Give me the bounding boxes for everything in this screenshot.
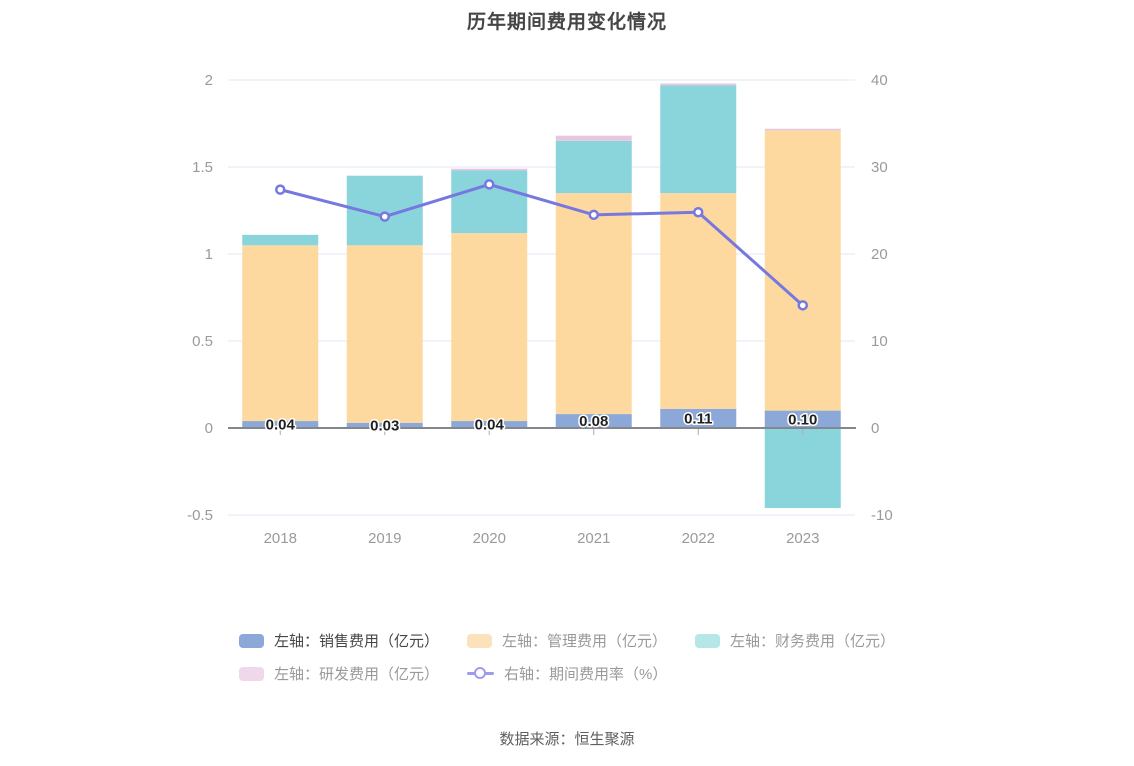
bar-segment <box>451 421 528 428</box>
sales-expense-swatch-icon <box>238 633 264 648</box>
bar-segment <box>555 135 632 141</box>
legend-inner: 左轴：销售费用（亿元） 左轴：管理费用（亿元） 左轴：财务费用（亿元） 左轴：研… <box>238 630 895 684</box>
bar-segment <box>242 421 319 428</box>
legend: 左轴：销售费用（亿元） 左轴：管理费用（亿元） 左轴：财务费用（亿元） 左轴：研… <box>0 630 1134 684</box>
legend-item-admin-expense[interactable]: 左轴：管理费用（亿元） <box>466 630 667 651</box>
page-title: 历年期间费用变化情况 <box>466 12 667 33</box>
x-axis-label: 2021 <box>577 530 610 547</box>
bar-value-label: 0.10 <box>788 411 817 428</box>
bar-segment <box>451 233 528 422</box>
bar-segment <box>346 245 423 423</box>
expense-ratio-line-icon <box>466 667 494 681</box>
left-axis-tick-label: 1 <box>205 246 213 263</box>
bar-segment <box>764 128 841 131</box>
finance-expense-swatch-icon <box>695 633 720 648</box>
legend-item-label: 右轴：期间费用率（%） <box>503 666 668 683</box>
admin-expense-swatch-icon <box>466 633 492 648</box>
right-axis-tick-label: 30 <box>871 159 888 176</box>
right-axis-tick-label: -10 <box>871 507 893 524</box>
left-axis-tick-label: 1.5 <box>192 159 213 176</box>
bar-value-label: 0.04 <box>475 417 505 434</box>
x-axis-label: 2022 <box>682 530 715 547</box>
right-axis-tick-label: 0 <box>871 420 879 437</box>
right-axis-tick-label: 20 <box>871 246 888 263</box>
line-point <box>275 184 286 195</box>
line-point <box>588 209 599 221</box>
line-point <box>379 211 390 222</box>
left-axis-tick-label: 0.5 <box>192 333 213 350</box>
line-point <box>797 300 808 311</box>
bar-segment <box>451 168 528 171</box>
x-axis-label: 2023 <box>786 530 819 547</box>
x-axis-label: 2019 <box>368 530 401 547</box>
line-point <box>693 206 704 218</box>
legend-item-label: 左轴：研发费用（亿元） <box>273 666 439 683</box>
left-axis-tick-label: 2 <box>205 72 213 89</box>
bar-segment <box>555 414 632 428</box>
bar-segment <box>764 428 841 509</box>
x-axis-label: 2018 <box>264 530 297 547</box>
legend-item-rd-expense[interactable]: 左轴：研发费用（亿元） <box>238 663 439 684</box>
rd-expense-swatch-icon <box>238 666 264 681</box>
line-point <box>484 179 495 190</box>
bar-segment <box>660 85 737 194</box>
bar-segment <box>242 245 319 422</box>
bar-segment <box>555 140 632 194</box>
bar-segment <box>242 234 319 246</box>
legend-item-label: 左轴：财务费用（亿元） <box>730 633 896 650</box>
bar-segment <box>660 83 737 86</box>
legend-item-label: 左轴：销售费用（亿元） <box>273 633 439 650</box>
data-source-note: 数据来源：恒生聚源 <box>499 731 635 748</box>
bar-segment <box>555 193 632 415</box>
bar-segment <box>660 193 737 409</box>
bar-value-label: 0.04 <box>266 417 296 434</box>
left-axis-tick-label: 0 <box>205 420 213 437</box>
legend-row-1: 左轴：销售费用（亿元） 左轴：管理费用（亿元） 左轴：财务费用（亿元） <box>238 630 895 651</box>
legend-item-expense-ratio[interactable]: 右轴：期间费用率（%） <box>466 663 668 684</box>
left-axis-tick-label: -0.5 <box>187 507 213 524</box>
expense-ratio-line <box>278 182 805 307</box>
bar-value-label: 0.11 <box>684 410 712 427</box>
legend-row-2: 左轴：研发费用（亿元） 右轴：期间费用率（%） <box>238 663 895 684</box>
expense-combo-chart: 2 1.5 1 0.5 0 -0.5 40 30 20 10 0 -10 2018 2019 2020 202… <box>187 72 893 547</box>
x-axis-label: 2020 <box>473 530 506 547</box>
bar-segment <box>764 130 841 411</box>
legend-item-finance-expense[interactable]: 左轴：财务费用（亿元） <box>695 630 895 651</box>
bar-segment <box>346 422 423 428</box>
bar-value-label: 0.08 <box>579 413 608 430</box>
bar-segment <box>660 408 737 428</box>
legend-item-sales-expense[interactable]: 左轴：销售费用（亿元） <box>238 630 439 651</box>
bar-value-label: 0.03 <box>370 417 399 434</box>
legend-item-label: 左轴：管理费用（亿元） <box>501 633 667 650</box>
right-axis-tick-label: 10 <box>871 333 888 350</box>
bar-segment <box>764 410 841 428</box>
right-axis-tick-label: 40 <box>871 72 888 89</box>
